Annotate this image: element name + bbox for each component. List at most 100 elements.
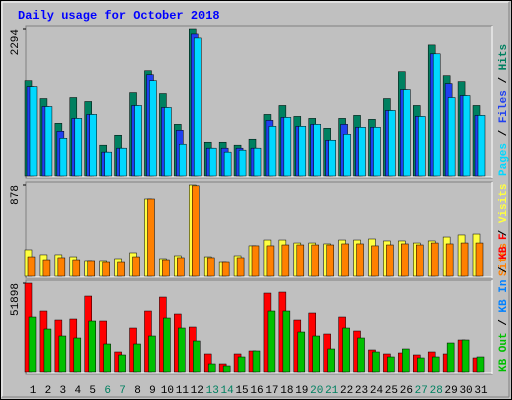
bar — [460, 242, 469, 277]
bar — [88, 320, 96, 373]
bar — [386, 244, 394, 277]
bar — [164, 107, 172, 177]
bar — [236, 257, 245, 277]
x-tick-label: 27 — [415, 385, 428, 397]
bar — [147, 198, 155, 277]
bar — [388, 110, 396, 177]
bar — [430, 242, 439, 277]
x-tick-label: 8 — [134, 385, 141, 397]
bar — [403, 89, 411, 177]
bar — [194, 37, 202, 177]
bar — [372, 351, 380, 373]
bar — [102, 261, 110, 277]
bar — [282, 310, 291, 373]
bar — [313, 124, 321, 177]
bar — [179, 143, 187, 177]
bar — [298, 126, 307, 177]
bar — [104, 151, 112, 177]
bar — [149, 80, 157, 177]
y-tick-label: 51898 — [10, 283, 22, 316]
x-tick-label: 24 — [370, 385, 384, 397]
bar — [74, 118, 83, 177]
x-tick-label: 28 — [430, 385, 443, 397]
bar — [477, 115, 486, 177]
x-tick-label: 29 — [445, 385, 458, 397]
bar — [297, 331, 306, 373]
x-tick-label: 3 — [60, 385, 67, 397]
x-tick-label: 26 — [400, 385, 413, 397]
chart-title: Daily usage for October 2018 — [18, 9, 220, 23]
bar — [266, 245, 275, 277]
bar — [119, 147, 127, 177]
bar — [29, 86, 38, 177]
x-tick-label: 18 — [280, 385, 293, 397]
bar — [461, 339, 470, 373]
bar — [72, 259, 81, 277]
legend-entry: KB F — [498, 233, 510, 259]
x-tick-label: 16 — [250, 385, 263, 397]
bar — [103, 343, 111, 373]
bar — [416, 244, 424, 277]
bar — [193, 340, 201, 373]
bar — [148, 335, 156, 373]
bar — [57, 257, 66, 277]
x-tick-label: 9 — [149, 385, 156, 397]
bar — [42, 259, 51, 277]
bar — [27, 256, 36, 277]
x-tick-label: 21 — [325, 385, 339, 397]
legend-entry: Hits — [498, 44, 510, 70]
legend-entry: KB In — [498, 280, 510, 313]
bar — [59, 138, 68, 177]
bar — [371, 245, 379, 277]
x-tick-label: 17 — [265, 385, 278, 397]
legend-separator: / — [498, 70, 510, 90]
bar — [447, 97, 456, 177]
y-tick-label: 878 — [10, 185, 22, 205]
legend-entry: Visits — [498, 184, 510, 224]
bar — [311, 244, 319, 277]
bar — [58, 335, 67, 373]
bar — [356, 243, 364, 277]
x-tick-label: 31 — [474, 385, 488, 397]
bar — [162, 259, 170, 277]
bar — [87, 260, 95, 277]
x-tick-label: 20 — [310, 385, 323, 397]
legend-entry: KB Out — [498, 332, 510, 372]
bar — [163, 317, 171, 373]
bar — [221, 261, 230, 277]
bar — [343, 134, 351, 177]
bar — [312, 335, 320, 373]
legend-entry: Pages — [498, 143, 510, 176]
legend-entry: Sites — [498, 243, 510, 276]
bar — [432, 53, 441, 177]
bar — [237, 356, 246, 373]
legend: Pages / Files / Hits — [498, 44, 510, 176]
x-tick-label: 25 — [385, 385, 398, 397]
legend-separator: / — [498, 123, 510, 143]
bar — [222, 365, 231, 373]
bar — [238, 149, 247, 177]
bar — [178, 327, 186, 373]
bar — [281, 244, 290, 277]
x-tick-label: 14 — [221, 385, 235, 397]
bar — [253, 147, 262, 177]
x-tick-label: 30 — [459, 385, 472, 397]
bar — [327, 348, 335, 373]
x-tick-label: 13 — [206, 385, 219, 397]
x-tick-label: 10 — [161, 385, 174, 397]
legend-entry: Files — [498, 90, 510, 123]
bar — [462, 95, 471, 177]
bar — [342, 327, 350, 373]
bar — [358, 127, 366, 177]
x-tick-label: 15 — [235, 385, 248, 397]
bar — [268, 126, 277, 177]
bar — [251, 245, 260, 277]
bar — [417, 357, 425, 373]
bar — [89, 114, 97, 177]
bar — [192, 185, 200, 277]
bar — [431, 356, 440, 373]
bar — [446, 342, 455, 373]
bar — [203, 353, 212, 373]
legend: Sites / Visits — [498, 184, 510, 276]
